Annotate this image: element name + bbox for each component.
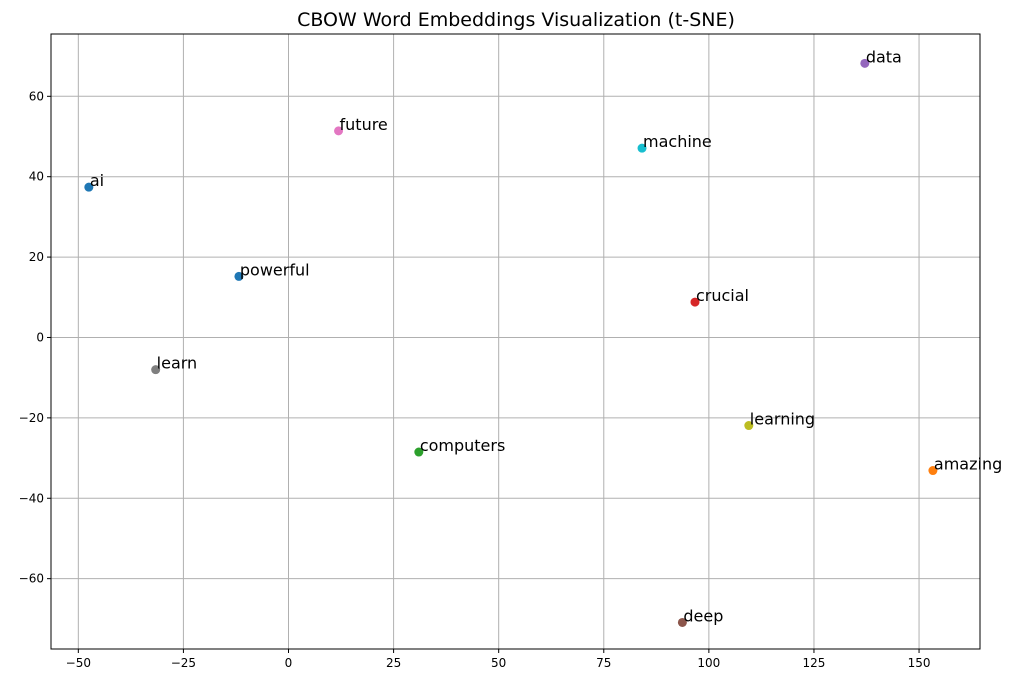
point-label-machine: machine <box>643 132 712 151</box>
point-data <box>860 58 870 68</box>
point-powerful <box>234 271 244 281</box>
point-ai <box>84 182 94 192</box>
point-machine <box>637 143 647 153</box>
point-label-future: future <box>340 115 388 134</box>
point-crucial <box>690 297 700 307</box>
x-tick-label: −25 <box>171 656 196 670</box>
y-tick-label: 60 <box>29 89 44 103</box>
x-tick-label: 150 <box>908 656 931 670</box>
plot-area-frame <box>50 33 981 650</box>
point-label-data: data <box>866 47 902 66</box>
point-learn <box>151 365 161 375</box>
point-label-ai: ai <box>90 171 104 190</box>
grid <box>51 34 980 649</box>
y-tick-label: −60 <box>19 572 44 586</box>
x-tick-label: 75 <box>596 656 611 670</box>
point-deep <box>677 617 687 627</box>
point-computers <box>414 447 424 457</box>
axis-ticks: −50 −25 0 25 50 75 100 125 150 −60 −40 −20 0 20 40 60 <box>19 89 931 670</box>
data-points <box>84 58 938 627</box>
y-tick-label: 0 <box>36 330 44 344</box>
chart-title: CBOW Word Embeddings Visualization (t-SN… <box>297 9 735 31</box>
y-tick-label: 20 <box>29 250 44 264</box>
point-label-learning: learning <box>750 410 815 429</box>
x-tick-label: −50 <box>66 656 91 670</box>
point-label-powerful: powerful <box>240 260 310 279</box>
point-learning <box>744 421 754 431</box>
x-tick-label: 25 <box>386 656 401 670</box>
y-tick-label: −40 <box>19 491 44 505</box>
point-amazing <box>928 466 938 476</box>
point-future <box>334 126 344 136</box>
point-label-amazing: amazing <box>934 455 1002 474</box>
point-label-computers: computers <box>420 436 506 455</box>
y-tick-label: −20 <box>19 411 44 425</box>
x-tick-label: 50 <box>491 656 506 670</box>
x-tick-label: 125 <box>803 656 826 670</box>
point-label-crucial: crucial <box>696 286 749 305</box>
point-label-learn: learn <box>157 354 198 373</box>
x-tick-label: 0 <box>285 656 293 670</box>
x-tick-label: 100 <box>697 656 720 670</box>
point-labels: ai amazing computers crucial data deep future l… <box>90 47 1002 625</box>
y-tick-label: 40 <box>29 170 44 184</box>
point-label-deep: deep <box>683 606 723 625</box>
